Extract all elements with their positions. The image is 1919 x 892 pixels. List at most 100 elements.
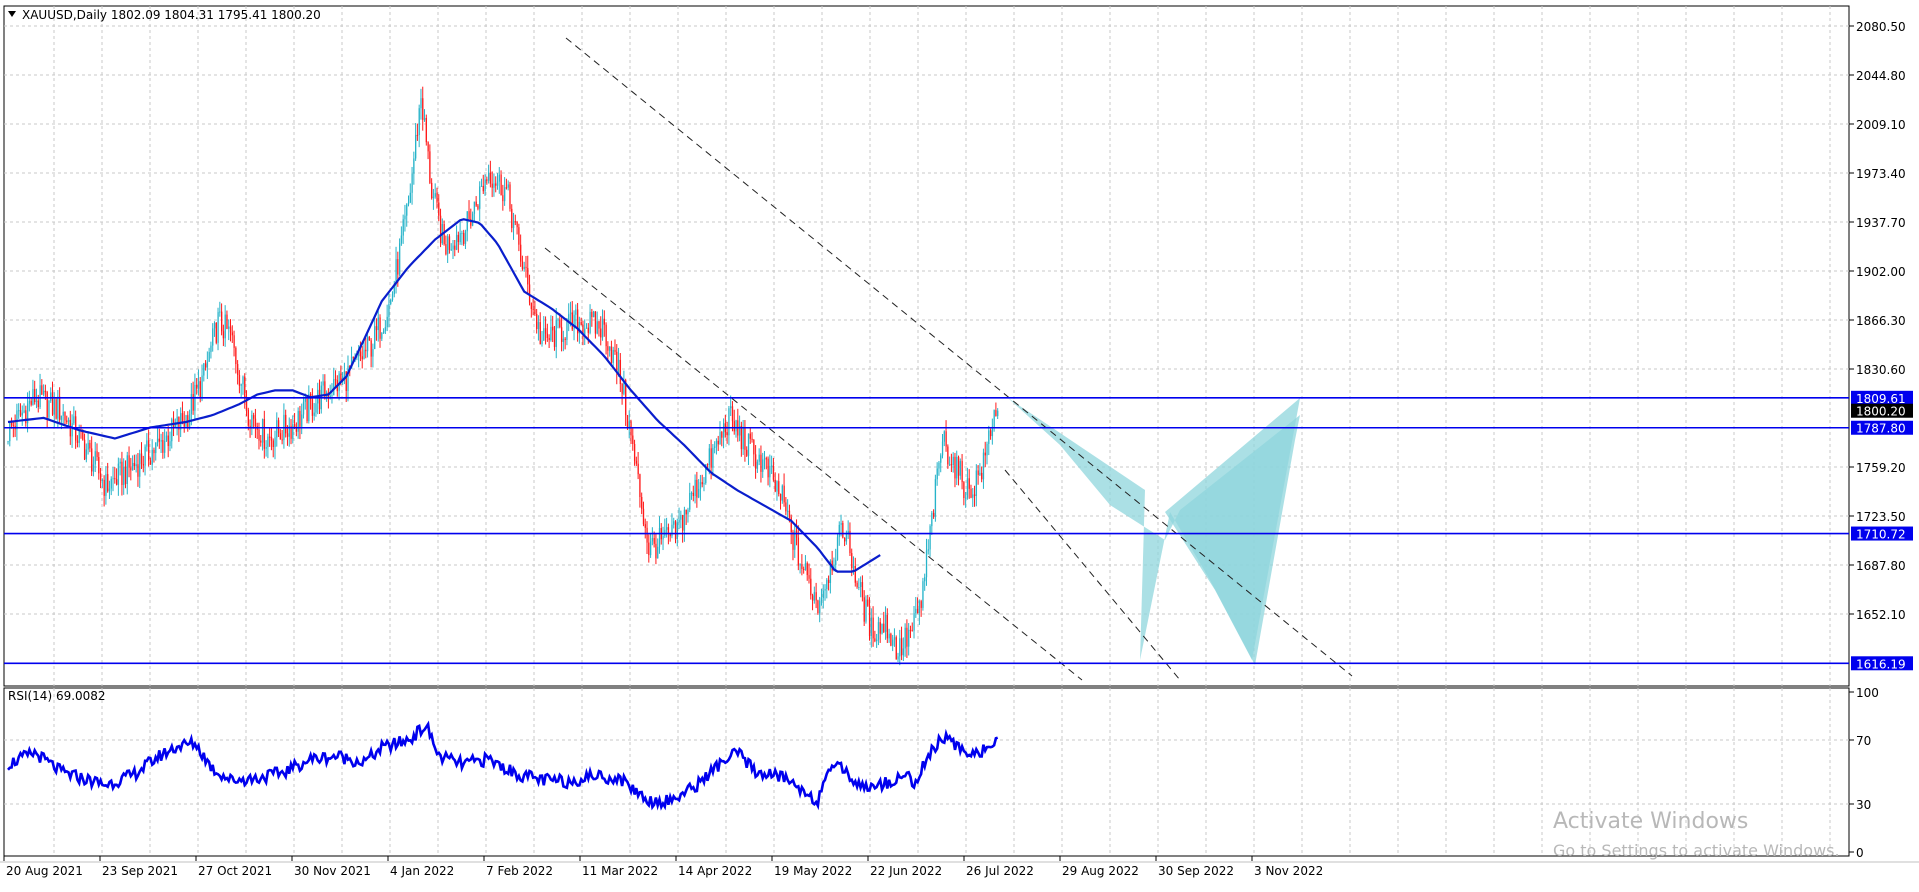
candle-body [981, 472, 983, 480]
candle-body [35, 400, 38, 403]
candle-body [897, 656, 899, 660]
candle-body [59, 396, 61, 420]
candle-body [60, 415, 63, 420]
candle-body [171, 419, 173, 442]
candle-body [37, 400, 39, 408]
candle-body [854, 565, 856, 583]
candle-body [705, 464, 707, 483]
candle-body [432, 196, 435, 199]
candle-body [879, 622, 881, 634]
candle-body [386, 316, 388, 328]
candle-body [21, 412, 23, 416]
candle-body [909, 629, 912, 631]
candle-body [890, 633, 892, 646]
candle-body [698, 488, 700, 498]
candle-body [461, 233, 463, 235]
candle-body [573, 314, 575, 330]
candle-body [121, 461, 123, 486]
candle-body [299, 410, 301, 427]
candle-body [290, 425, 292, 439]
candle-body [327, 392, 330, 399]
candle-body [544, 328, 547, 334]
candle-body [407, 202, 410, 205]
candle-body [639, 474, 641, 498]
candle-body [91, 448, 93, 472]
candle-body [690, 492, 693, 494]
candle-body [240, 384, 242, 386]
candle-body [726, 432, 728, 436]
candle-body [404, 215, 406, 220]
candle-body [710, 448, 712, 468]
candle-body [365, 349, 367, 352]
candle-body [918, 601, 921, 613]
candle-body [260, 440, 262, 443]
candle-body [708, 448, 711, 466]
candle-body [406, 204, 408, 216]
candle-body [288, 425, 290, 437]
candle-body [146, 440, 148, 447]
candle-body [399, 243, 401, 275]
candle-body [642, 508, 645, 525]
candle-body [876, 639, 878, 642]
candle-body [221, 311, 223, 332]
candle-body [945, 431, 947, 447]
candle-body [692, 492, 694, 497]
candle-body [756, 461, 759, 469]
candle-body [30, 400, 32, 405]
candle-body [851, 553, 853, 569]
candle-body [730, 406, 732, 409]
candle-body [621, 384, 623, 394]
candle-body [849, 530, 851, 554]
candle-body [83, 439, 86, 460]
candle-body [162, 440, 164, 453]
candle-body [144, 446, 146, 466]
candle-body [988, 430, 990, 444]
candle-body [180, 413, 182, 430]
candle-body [415, 134, 417, 159]
candle-body [779, 493, 782, 501]
candle-body [228, 326, 230, 329]
candle-body [477, 205, 479, 209]
candle-body [397, 259, 399, 275]
candle-body [505, 187, 508, 189]
price-tick-label: 1866.30 [1856, 314, 1906, 328]
candle-body [571, 312, 573, 330]
candle-body [363, 349, 365, 360]
candle-body [418, 108, 420, 135]
candle-body [712, 447, 714, 468]
candle-body [7, 441, 9, 443]
candle-body [18, 410, 20, 412]
candle-body [950, 464, 953, 466]
candle-body [682, 514, 684, 531]
time-tick-label: 3 Nov 2022 [1254, 864, 1323, 878]
candle-body [977, 470, 979, 475]
candle-body [488, 172, 490, 181]
candle-body [952, 456, 954, 466]
candle-body [566, 321, 568, 340]
candle-body [687, 509, 689, 515]
candle-body [683, 509, 686, 531]
candle-body [982, 452, 985, 480]
candle-body [110, 478, 112, 489]
time-tick-label: 29 Aug 2022 [1062, 864, 1139, 878]
candle-body [464, 231, 467, 244]
candle-body [931, 512, 933, 527]
candle-body [213, 322, 216, 329]
candle-body [204, 363, 207, 368]
candle-body [286, 433, 289, 437]
candle-body [210, 345, 212, 353]
candle-body [915, 608, 917, 614]
candle-body [694, 479, 696, 497]
candle-body [733, 421, 735, 432]
candle-body [861, 582, 864, 598]
current-price-label: 1800.20 [1856, 405, 1906, 419]
candle-body [438, 202, 440, 216]
candle-body [471, 213, 474, 226]
time-tick-label: 4 Jan 2022 [390, 864, 454, 878]
candle-body [845, 533, 848, 542]
candle-body [128, 455, 130, 468]
candle-body [308, 394, 310, 422]
candle-body [395, 259, 397, 285]
candle-body [429, 151, 431, 183]
candle-body [892, 639, 894, 646]
